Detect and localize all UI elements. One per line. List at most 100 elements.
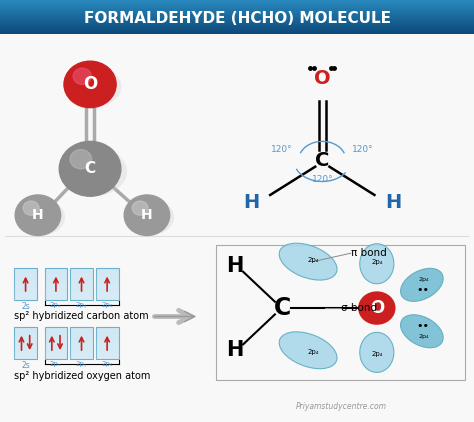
Bar — [14, 268, 37, 271]
Bar — [0, 4, 474, 5]
Text: H: H — [226, 256, 243, 276]
Text: C: C — [84, 161, 96, 176]
Text: 120°: 120° — [311, 175, 333, 184]
Bar — [0, 20, 474, 21]
Text: Priyamstudycentre.com: Priyamstudycentre.com — [296, 403, 387, 411]
Bar — [70, 337, 93, 340]
Text: O: O — [314, 68, 331, 88]
Bar — [14, 271, 37, 274]
Text: FORMALDEHYDE (HCHO) MOLECULE: FORMALDEHYDE (HCHO) MOLECULE — [83, 11, 391, 27]
Text: C: C — [315, 151, 329, 170]
Bar — [70, 349, 93, 352]
Bar — [45, 327, 67, 330]
Bar — [45, 296, 67, 300]
Bar — [14, 296, 37, 300]
Bar — [70, 290, 93, 293]
Bar — [96, 274, 118, 278]
FancyBboxPatch shape — [45, 268, 67, 300]
Bar — [14, 278, 37, 281]
Text: O: O — [83, 76, 97, 93]
Bar — [14, 330, 37, 333]
Ellipse shape — [401, 315, 443, 348]
Bar — [70, 352, 93, 355]
Bar — [70, 287, 93, 290]
Bar — [0, 1, 474, 2]
Bar — [96, 355, 118, 359]
Bar — [45, 281, 67, 284]
Text: 2pₓ: 2pₓ — [50, 361, 62, 367]
Text: 2p₄: 2p₄ — [419, 334, 429, 339]
Bar — [96, 327, 118, 330]
Bar — [0, 23, 474, 24]
Text: 2s: 2s — [21, 302, 30, 311]
Text: 2pᵧ: 2pᵧ — [76, 361, 87, 367]
Bar — [70, 343, 93, 346]
Bar — [45, 293, 67, 296]
Bar — [45, 337, 67, 340]
Bar — [14, 355, 37, 359]
Text: 2s: 2s — [21, 361, 30, 370]
Bar — [14, 352, 37, 355]
Bar — [0, 25, 474, 26]
Bar — [70, 293, 93, 296]
Bar — [14, 290, 37, 293]
Text: 2p₄: 2p₄ — [101, 302, 113, 308]
Bar — [45, 340, 67, 343]
Bar — [70, 278, 93, 281]
Bar — [0, 15, 474, 16]
Bar — [45, 333, 67, 337]
FancyBboxPatch shape — [14, 268, 37, 300]
Bar — [96, 287, 118, 290]
Text: H: H — [243, 193, 259, 212]
FancyArrowPatch shape — [155, 311, 195, 322]
Bar — [45, 349, 67, 352]
Bar — [96, 268, 118, 271]
Bar — [0, 24, 474, 25]
Bar — [45, 346, 67, 349]
Text: 120°: 120° — [271, 145, 293, 154]
Bar — [14, 287, 37, 290]
Bar — [70, 330, 93, 333]
FancyBboxPatch shape — [96, 327, 118, 359]
Text: sp² hybridized oxygen atom: sp² hybridized oxygen atom — [14, 371, 151, 381]
Bar — [96, 293, 118, 296]
Bar — [14, 274, 37, 278]
Bar — [96, 333, 118, 337]
Bar — [96, 284, 118, 287]
Bar — [96, 330, 118, 333]
Bar — [45, 343, 67, 346]
Bar — [45, 355, 67, 359]
Circle shape — [73, 68, 91, 84]
FancyArrowPatch shape — [155, 311, 191, 322]
Text: ••: •• — [417, 285, 430, 295]
Bar — [14, 346, 37, 349]
Bar — [0, 2, 474, 3]
Bar — [45, 290, 67, 293]
Bar — [0, 7, 474, 8]
Bar — [0, 33, 474, 34]
Text: 2p₄: 2p₄ — [101, 361, 113, 367]
Text: O: O — [370, 299, 384, 317]
Bar — [14, 337, 37, 340]
Text: H: H — [226, 340, 243, 360]
Text: H: H — [385, 193, 401, 212]
Bar — [0, 11, 474, 12]
Text: H: H — [141, 208, 153, 222]
Circle shape — [124, 195, 170, 235]
Circle shape — [70, 149, 91, 169]
FancyBboxPatch shape — [70, 268, 93, 300]
Bar — [0, 6, 474, 7]
Text: 2p₄: 2p₄ — [307, 257, 319, 262]
Ellipse shape — [124, 199, 174, 235]
Bar — [96, 278, 118, 281]
Bar — [70, 296, 93, 300]
Bar — [0, 5, 474, 6]
Bar — [70, 274, 93, 278]
Ellipse shape — [279, 332, 337, 369]
Bar — [0, 32, 474, 33]
Bar — [96, 296, 118, 300]
Bar — [0, 27, 474, 28]
Bar — [0, 8, 474, 9]
Text: σ bond: σ bond — [341, 303, 377, 313]
Circle shape — [64, 61, 116, 108]
